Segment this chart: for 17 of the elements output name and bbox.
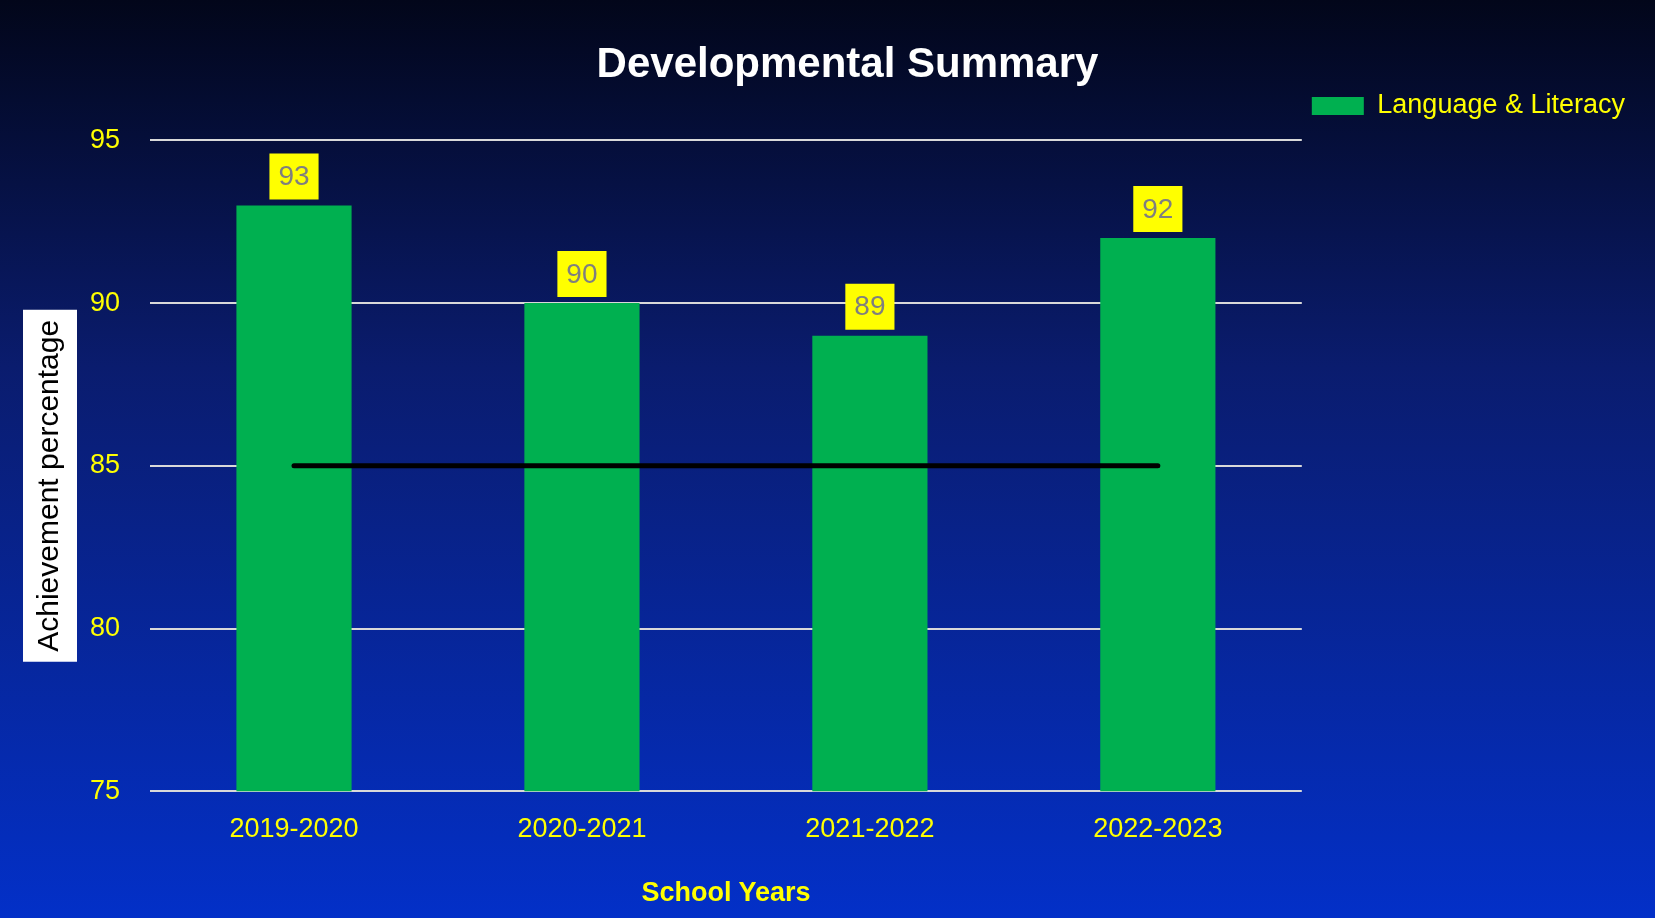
data-label: 93 xyxy=(278,160,310,192)
x-tick-label: 2019-2020 xyxy=(229,812,359,843)
y-tick-label: 90 xyxy=(89,286,121,317)
legend-label: Language & Literacy xyxy=(1377,89,1626,120)
y-tick-label: 75 xyxy=(89,774,121,805)
x-tick-label: 2021-2022 xyxy=(805,812,935,843)
y-tick-label: 95 xyxy=(89,123,121,154)
data-label: 92 xyxy=(1142,192,1174,224)
data-label: 89 xyxy=(854,290,886,322)
x-axis-title: School Years xyxy=(641,877,811,908)
x-tick-label: 2020-2021 xyxy=(517,812,647,843)
chart-title: Developmental Summary xyxy=(596,38,1100,86)
x-tick-label: 2022-2023 xyxy=(1093,812,1223,843)
data-label: 90 xyxy=(566,257,598,289)
y-tick-label: 85 xyxy=(89,449,121,480)
y-tick-label: 80 xyxy=(89,611,121,642)
y-axis-title: Achievement percentage xyxy=(31,319,65,652)
